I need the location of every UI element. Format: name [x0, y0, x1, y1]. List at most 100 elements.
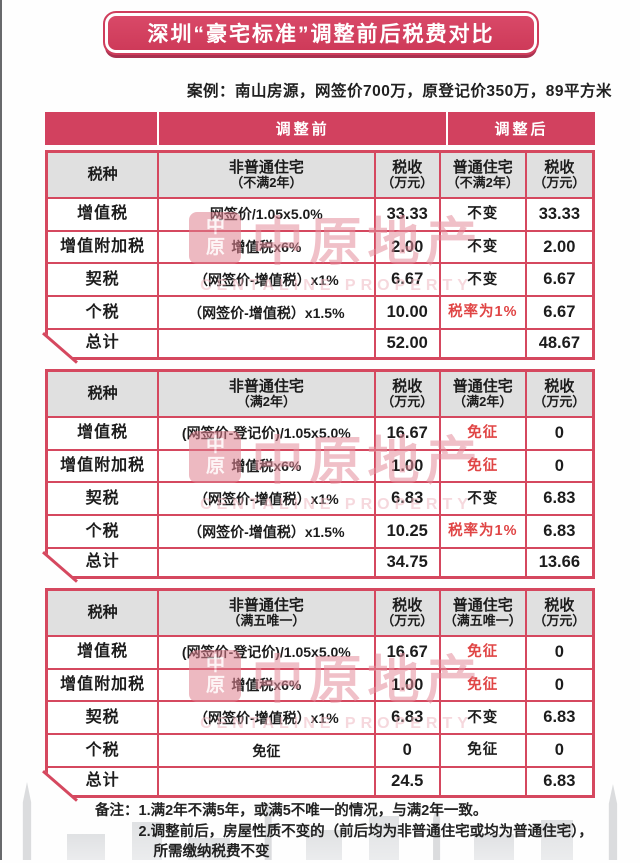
formula-cell: （网签价-增值税）x1%: [159, 483, 374, 515]
city-skyline-graphic: [0, 780, 640, 860]
after-note-cell: 免征: [440, 450, 525, 482]
case-line: 案例：南山房源，网签价700万，原登记价350万，89平方米: [187, 83, 612, 100]
building-icon: [305, 830, 342, 860]
col-header-ordinary: 普通住宅 （满2年）: [440, 372, 525, 416]
after-note-cell: [440, 330, 525, 357]
before-value-cell: 6.67: [375, 264, 439, 296]
tax-name-cell: 增值税: [48, 417, 158, 449]
building-icon: [131, 822, 162, 860]
after-total-cell: 13.66: [526, 549, 592, 576]
col-header-nonordinary: 非普通住宅 （满五唯一）: [159, 591, 374, 635]
before-total-cell: 52.00: [375, 330, 439, 357]
formula-cell: （网签价-增值税）x1%: [159, 702, 374, 734]
tax-table-over-2-years: 中 原 中原地产 CENTALINE PROPERTY 税种 非普通住宅 （满2年…: [42, 369, 595, 583]
after-note-cell: 免征: [440, 636, 525, 668]
col-header-tax-type: 税种: [48, 153, 158, 197]
tax-name-cell: 增值附加税: [48, 450, 158, 482]
after-note-cell: 免征: [440, 735, 525, 767]
tax-name-cell: 契税: [48, 483, 158, 515]
after-note-cell: 不变: [440, 198, 525, 230]
after-note-cell: 税率为1%: [440, 297, 525, 329]
after-note-cell: [440, 768, 525, 795]
before-value-cell: 6.83: [375, 702, 439, 734]
col-header-ordinary: 普通住宅 （不满2年）: [440, 153, 525, 197]
after-note-cell: 不变: [440, 483, 525, 515]
after-value-cell: 0: [526, 735, 592, 767]
after-note-cell: 免征: [440, 669, 525, 701]
tax-name-cell: 个税: [48, 735, 158, 767]
formula-cell: (网签价-登记价)/1.05x5.0%: [159, 417, 374, 449]
note-label: 备注：: [95, 803, 139, 819]
building-icon: [66, 834, 105, 860]
before-value-cell: 1.00: [375, 450, 439, 482]
col-header-tax-amount-before: 税收 （万元）: [375, 591, 439, 635]
tax-name-cell: 增值税: [48, 636, 158, 668]
after-value-cell: 6.83: [526, 516, 592, 548]
corner-cut: [42, 332, 78, 364]
col-header-tax-amount-after: 税收 （万元）: [526, 372, 592, 416]
after-note-cell: 免征: [440, 417, 525, 449]
col-header-tax-amount-after: 税收 （万元）: [526, 153, 592, 197]
band-before-label: 调整前: [159, 112, 447, 145]
after-value-cell: 6.67: [526, 297, 592, 329]
tax-name-cell: 个税: [48, 516, 158, 548]
adjustment-band: 调整前 调整后: [45, 112, 595, 145]
formula-cell: （网签价-增值税）x1.5%: [159, 297, 374, 329]
building-spire-icon: [264, 802, 272, 860]
before-value-cell: 1.00: [375, 669, 439, 701]
after-value-cell: 33.33: [526, 198, 592, 230]
after-value-cell: 6.83: [526, 702, 592, 734]
band-blank-cell: [45, 112, 158, 145]
after-total-cell: 6.83: [526, 768, 592, 795]
tax-name-cell: 契税: [48, 264, 158, 296]
tax-name-cell: 契税: [48, 702, 158, 734]
tax-name-cell: 个税: [48, 297, 158, 329]
formula-cell: 增值税x6%: [159, 231, 374, 263]
before-value-cell: 0: [375, 735, 439, 767]
col-header-ordinary: 普通住宅 （满五唯一）: [440, 591, 525, 635]
building-spire-icon: [608, 784, 618, 860]
after-value-cell: 0: [526, 669, 592, 701]
col-header-tax-amount-after: 税收 （万元）: [526, 591, 592, 635]
col-header-nonordinary: 非普通住宅 （不满2年）: [159, 153, 374, 197]
after-note-cell: 不变: [440, 264, 525, 296]
screenshot-left-edge: [0, 0, 2, 860]
before-total-cell: 24.5: [375, 768, 439, 795]
before-value-cell: 16.67: [375, 417, 439, 449]
tax-name-cell: 增值附加税: [48, 231, 158, 263]
col-header-tax-type: 税种: [48, 372, 158, 416]
note-line-2: 2.调整前后，房屋性质不变的（前后均为非普通住宅或均为普通住宅），: [138, 823, 593, 840]
corner-cut: [42, 770, 78, 802]
note-line-3: 所需缴纳税费不变: [153, 844, 270, 861]
tax-table-under-2-years: 中 原 中原地产 CENTALINE PROPERTY 税种 非普通住宅 （不满2…: [42, 150, 595, 364]
formula-cell: [159, 768, 374, 795]
after-note-cell: 不变: [440, 231, 525, 263]
formula-cell: [159, 330, 374, 357]
after-note-cell: 税率为1%: [440, 516, 525, 548]
formula-cell: 增值税x6%: [159, 450, 374, 482]
page-title: 深圳“豪宅标准”调整前后税费对比: [103, 11, 539, 55]
tax-table-five-years-only-home: 中 原 中原地产 CENTALINE PROPERTY 税种 非普通住宅 （满五唯…: [42, 588, 595, 802]
before-value-cell: 6.83: [375, 483, 439, 515]
before-value-cell: 10.00: [375, 297, 439, 329]
formula-cell: 增值税x6%: [159, 669, 374, 701]
after-total-cell: 48.67: [526, 330, 592, 357]
col-header-tax-type: 税种: [48, 591, 158, 635]
before-total-cell: 34.75: [375, 549, 439, 576]
after-value-cell: 2.00: [526, 231, 592, 263]
building-icon: [474, 834, 515, 860]
before-value-cell: 10.25: [375, 516, 439, 548]
formula-cell: 免征: [159, 735, 374, 767]
after-value-cell: 6.67: [526, 264, 592, 296]
col-header-tax-amount-before: 税收 （万元）: [375, 372, 439, 416]
building-spire-icon: [433, 804, 441, 860]
formula-cell: (网签价-登记价)/1.05x5.0%: [159, 636, 374, 668]
formula-cell: [159, 549, 374, 576]
after-value-cell: 6.83: [526, 483, 592, 515]
formula-cell: 网签价/1.05x5.0%: [159, 198, 374, 230]
tax-name-cell: 增值税: [48, 198, 158, 230]
page-title-text: 深圳“豪宅标准”调整前后税费对比: [147, 23, 495, 46]
after-note-cell: 不变: [440, 702, 525, 734]
after-value-cell: 0: [526, 450, 592, 482]
after-value-cell: 0: [526, 636, 592, 668]
